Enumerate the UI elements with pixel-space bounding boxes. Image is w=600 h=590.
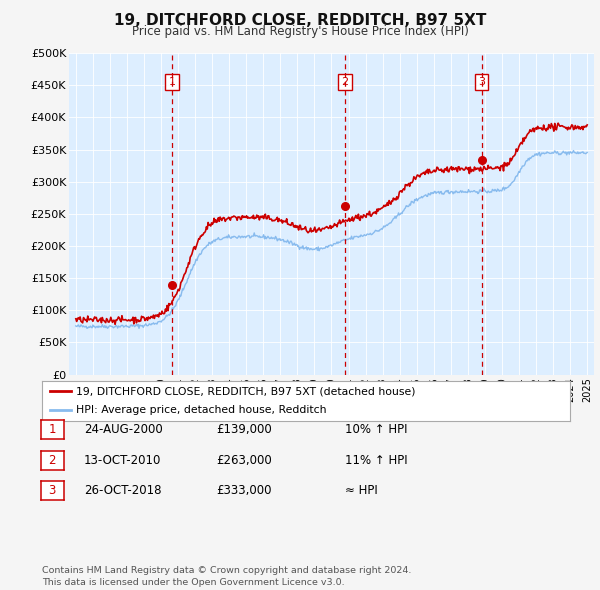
Text: 2: 2 [341,77,349,87]
Text: Contains HM Land Registry data © Crown copyright and database right 2024.
This d: Contains HM Land Registry data © Crown c… [42,566,412,587]
Text: Price paid vs. HM Land Registry's House Price Index (HPI): Price paid vs. HM Land Registry's House … [131,25,469,38]
Text: 10% ↑ HPI: 10% ↑ HPI [345,423,407,436]
Text: 11% ↑ HPI: 11% ↑ HPI [345,454,407,467]
Text: 3: 3 [478,77,485,87]
Text: 1: 1 [169,77,176,87]
Text: 1: 1 [49,423,56,436]
Text: 19, DITCHFORD CLOSE, REDDITCH, B97 5XT (detached house): 19, DITCHFORD CLOSE, REDDITCH, B97 5XT (… [76,386,416,396]
Text: ≈ HPI: ≈ HPI [345,484,378,497]
Text: 19, DITCHFORD CLOSE, REDDITCH, B97 5XT: 19, DITCHFORD CLOSE, REDDITCH, B97 5XT [114,13,486,28]
Text: £263,000: £263,000 [216,454,272,467]
Text: HPI: Average price, detached house, Redditch: HPI: Average price, detached house, Redd… [76,405,327,415]
Text: 2: 2 [49,454,56,467]
Text: 13-OCT-2010: 13-OCT-2010 [84,454,161,467]
Text: 24-AUG-2000: 24-AUG-2000 [84,423,163,436]
Text: £333,000: £333,000 [216,484,271,497]
Text: 26-OCT-2018: 26-OCT-2018 [84,484,161,497]
Text: £139,000: £139,000 [216,423,272,436]
Text: 3: 3 [49,484,56,497]
